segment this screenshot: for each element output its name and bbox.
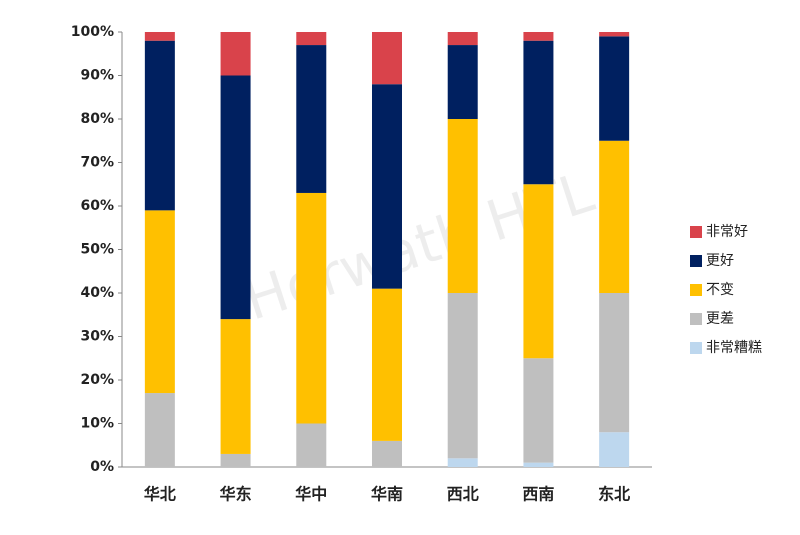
x-tick-label: 华中 xyxy=(295,485,327,504)
x-tick-label: 华南 xyxy=(371,485,403,504)
bar-segment xyxy=(523,40,554,185)
bar-segment xyxy=(296,45,327,193)
bar-segment xyxy=(144,210,175,394)
bar-segment xyxy=(372,288,402,441)
y-tick-label: 50% xyxy=(80,242,114,258)
legend-swatch xyxy=(690,255,702,267)
y-tick-label: 30% xyxy=(80,329,114,345)
y-tick-label: 40% xyxy=(80,285,114,301)
bar-segment xyxy=(523,358,554,463)
bar-segment xyxy=(372,440,402,467)
bar-segment xyxy=(372,84,402,289)
bar-segment xyxy=(144,393,175,467)
bar-segment xyxy=(447,119,478,293)
bar-segment xyxy=(447,458,478,467)
legend-swatch xyxy=(690,284,702,296)
bar-segment xyxy=(523,184,554,359)
x-tick-label: 西南 xyxy=(522,485,554,504)
legend-swatch xyxy=(690,313,702,325)
bar-segment xyxy=(447,32,478,46)
bar-segment xyxy=(144,40,175,211)
legend-swatch xyxy=(690,342,702,354)
legend-label: 非常糟糕 xyxy=(706,340,762,356)
bar-segment xyxy=(220,319,251,454)
y-tick-label: 70% xyxy=(80,155,114,171)
y-tick-label: 80% xyxy=(80,111,114,127)
bar-segment xyxy=(599,293,630,433)
x-tick-label: 西北 xyxy=(447,485,479,504)
bar-segment xyxy=(220,453,251,467)
bar-segment xyxy=(447,45,478,119)
legend-label: 不变 xyxy=(706,282,734,298)
bar-segment xyxy=(523,462,554,467)
y-tick-label: 60% xyxy=(80,198,114,214)
y-tick-label: 90% xyxy=(80,68,114,84)
legend-label: 更差 xyxy=(706,311,734,327)
bar-segment xyxy=(599,32,630,37)
bar-segment xyxy=(599,432,630,467)
legend-swatch xyxy=(690,226,702,238)
legend-label: 更好 xyxy=(706,253,734,269)
bar-segment xyxy=(296,423,327,467)
y-tick-label: 10% xyxy=(80,416,114,432)
bar-segment xyxy=(296,32,327,46)
bar-segment xyxy=(523,32,554,41)
bar-segment xyxy=(599,140,630,293)
x-tick-label: 华北 xyxy=(144,485,176,504)
bar-segment xyxy=(220,75,251,320)
x-tick-label: 华东 xyxy=(220,485,252,504)
bar-segment xyxy=(447,293,478,459)
bar-segment xyxy=(144,32,175,41)
bar-segment xyxy=(599,36,630,141)
y-tick-label: 100% xyxy=(71,24,114,40)
legend-label: 非常好 xyxy=(706,224,748,240)
x-tick-label: 东北 xyxy=(598,485,630,504)
y-tick-label: 20% xyxy=(80,372,114,388)
y-tick-label: 0% xyxy=(90,459,114,475)
bar-segment xyxy=(372,32,402,85)
bar-segment xyxy=(296,192,327,424)
bar-segment xyxy=(220,32,251,76)
